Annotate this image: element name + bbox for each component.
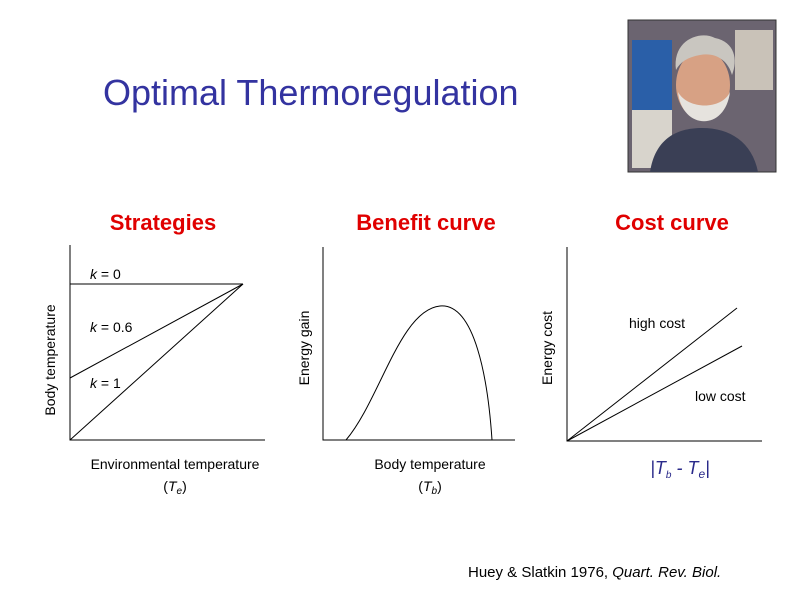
x-axis-label: Environmental temperature <box>91 456 260 472</box>
x-axis-label: Body temperature <box>374 456 485 472</box>
y-axis-label: Energy cost <box>539 311 555 385</box>
x-axis-symbol: |Tb - Te| <box>650 458 710 481</box>
panel-title: Cost curve <box>615 210 729 235</box>
slide-title: Optimal Thermoregulation <box>103 72 519 113</box>
strategy-line <box>69 283 244 379</box>
panel-title: Benefit curve <box>356 210 495 235</box>
benefit-curve <box>345 305 493 441</box>
axes <box>322 247 515 441</box>
citation: Huey & Slatkin 1976, Quart. Rev. Biol. <box>468 564 721 581</box>
line-label: k = 0 <box>90 266 121 282</box>
line-label: k = 0.6 <box>90 319 133 335</box>
portrait-photo <box>627 19 777 173</box>
cost-line <box>566 307 738 442</box>
line-label: k = 1 <box>90 375 121 391</box>
y-axis-label: Energy gain <box>296 311 312 386</box>
x-axis-symbol: (Te) <box>163 478 186 497</box>
cost-line <box>566 345 743 442</box>
x-axis-symbol: (Tb) <box>418 478 441 497</box>
line-label: high cost <box>629 315 685 331</box>
strategy-line <box>69 283 244 441</box>
line-label: low cost <box>695 388 746 404</box>
panel-title: Strategies <box>110 210 216 235</box>
y-axis-label: Body temperature <box>42 304 58 415</box>
